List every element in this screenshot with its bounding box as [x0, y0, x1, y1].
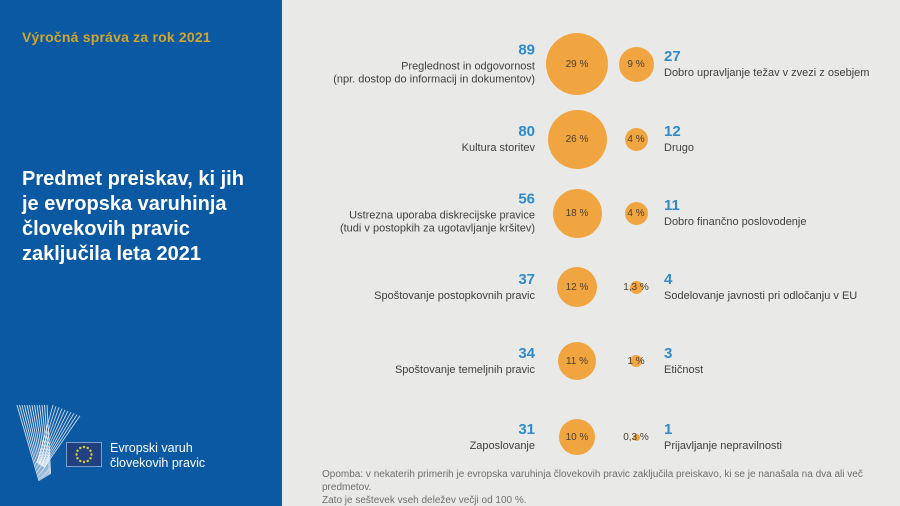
right-category-bubble: 0,3 % [623, 432, 649, 443]
right-category-label: Dobro finančno poslovodenje [664, 216, 807, 228]
right-category-label: Prijavljanje nepravilnosti [664, 440, 783, 452]
left-category-bubble: 12 % [557, 267, 597, 307]
right-category-label: Sodelovanje javnosti pri odločanju v EU [664, 290, 858, 302]
right-category-bubble: 1 % [627, 355, 645, 367]
left-category-label: Zaposlovanje [469, 440, 535, 452]
right-category-bubble: 9 % [618, 46, 654, 82]
right-category-percent: 9 % [627, 58, 645, 70]
right-category-count: 12 [664, 123, 681, 140]
right-category: 27 Dobro upravljanje težav v zvezi z ose… [664, 48, 896, 80]
left-category-count: 89 [518, 41, 535, 59]
eu-flag-icon [66, 442, 102, 467]
chart-footnote: Opomba: v nekaterih primerih je evropska… [322, 469, 863, 506]
left-category-bubble: 29 % [546, 33, 608, 95]
left-category: 89 Preglednost in odgovornost (npr. dost… [205, 42, 535, 87]
ombudsman-logo: Evropski varuh človekovih pravic [0, 405, 282, 506]
right-category-count: 1 [664, 421, 673, 438]
right-category-percent: 1,3 % [623, 281, 649, 293]
right-category-count: 3 [664, 345, 673, 362]
right-category-label: Etičnost [664, 364, 704, 376]
left-category: 56 Ustrezna uporaba diskrecijske pravice… [205, 191, 535, 236]
right-category-bubble: 1,3 % [623, 280, 649, 294]
right-category-bubble: 4 % [624, 201, 648, 225]
left-category-bubble: 11 % [558, 342, 596, 380]
right-category-percent: 4 % [627, 207, 645, 219]
left-category: 31 Zaposlovanje [205, 421, 535, 453]
left-category: 34 Spoštovanje temeljnih pravic [205, 345, 535, 377]
bubble-chart: 89 Preglednost in odgovornost (npr. dost… [282, 0, 900, 506]
logo-wordmark: Evropski varuh človekovih pravic [110, 441, 206, 470]
left-category-bubble: 18 % [552, 188, 602, 238]
right-category: 3 Etičnost [664, 345, 896, 377]
left-category-count: 80 [518, 123, 535, 140]
right-category-bubble: 4 % [624, 127, 648, 151]
left-category-label: Spoštovanje temeljnih pravic [394, 364, 535, 376]
report-kicker: Výročná správa za rok 2021 [22, 29, 211, 45]
right-category: 1 Prijavljanje nepravilnosti [664, 421, 896, 453]
right-category-count: 4 [664, 271, 673, 288]
right-category-percent: 1 % [627, 355, 645, 367]
left-category-percent: 11 % [565, 355, 589, 367]
right-category: 12 Drugo [664, 123, 896, 155]
right-category-percent: 4 % [627, 133, 645, 145]
right-category-count: 11 [664, 197, 680, 214]
ombudsman-v-icon [16, 405, 81, 482]
page-title: Predmet preiskav, ki jih je evropska var… [22, 168, 244, 265]
left-category-percent: 10 % [565, 431, 589, 443]
right-category-label: Drugo [664, 142, 694, 154]
left-category-percent: 12 % [565, 281, 589, 293]
left-category-percent: 29 % [565, 58, 589, 70]
left-category: 37 Spoštovanje postopkovnih pravic [205, 271, 535, 303]
right-category-label: Dobro upravljanje težav v zvezi z osebje… [664, 67, 870, 79]
right-category: 4 Sodelovanje javnosti pri odločanju v E… [664, 271, 896, 303]
right-category-count: 27 [664, 48, 681, 65]
left-category-label: Spoštovanje postopkovnih pravic [374, 290, 535, 302]
left-category: 80 Kultura storitev [205, 123, 535, 155]
left-category-label: Kultura storitev [461, 142, 535, 154]
left-category-count: 56 [518, 190, 535, 208]
left-category-count: 37 [518, 271, 535, 288]
left-category-count: 34 [518, 345, 535, 362]
right-category-percent: 0,3 % [623, 431, 649, 443]
left-category-bubble: 26 % [547, 109, 607, 169]
left-category-percent: 18 % [565, 207, 589, 219]
left-category-bubble: 10 % [559, 419, 595, 455]
left-category-label: Preglednost in odgovornost (npr. dostop … [333, 60, 535, 86]
left-category-label: Ustrezna uporaba diskrecijske pravice (t… [339, 209, 535, 235]
left-category-count: 31 [518, 421, 535, 438]
right-category: 11 Dobro finančno poslovodenje [664, 197, 896, 229]
left-panel: Výročná správa za rok 2021 Predmet preis… [0, 0, 282, 506]
left-category-percent: 26 % [565, 133, 589, 145]
